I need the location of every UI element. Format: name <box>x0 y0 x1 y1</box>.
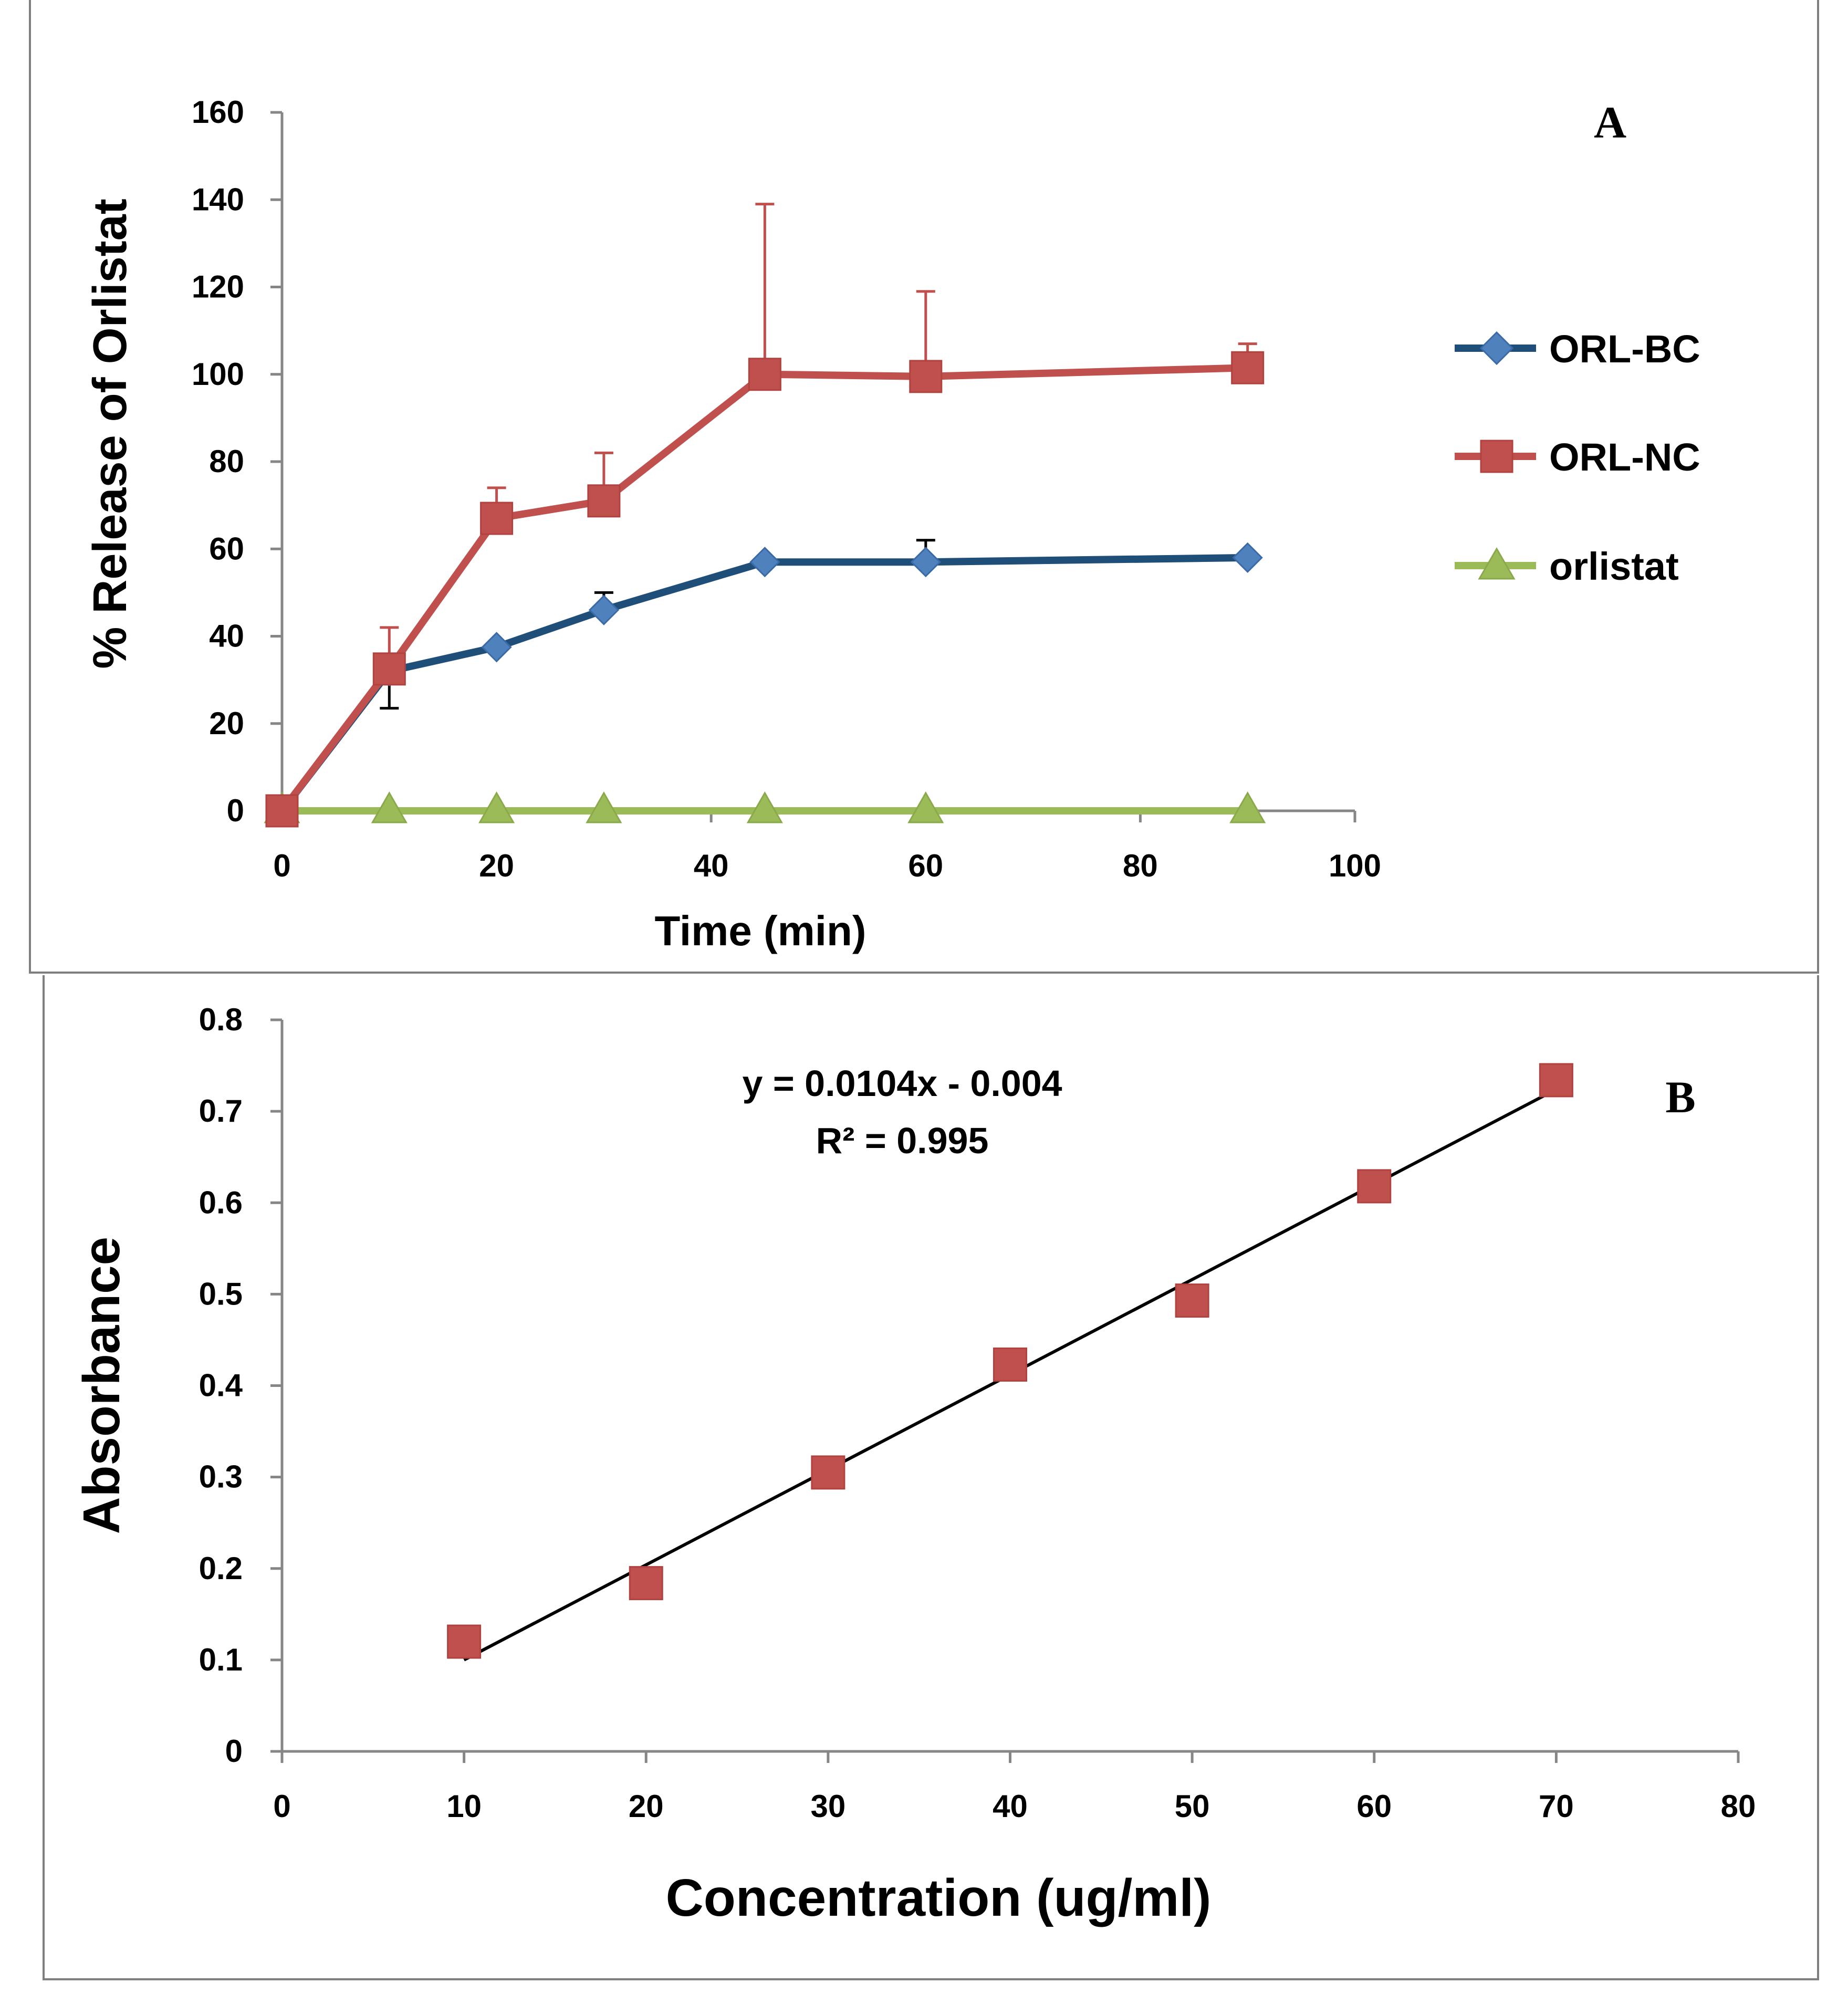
b-x-tick-label: 40 <box>993 1789 1028 1824</box>
marker-orl-bc <box>1232 542 1263 573</box>
b-x-tick-label: 10 <box>446 1789 482 1824</box>
data-point <box>811 1455 845 1490</box>
marker-orlistat <box>478 791 515 823</box>
a-x-tick-label: 100 <box>1329 848 1381 883</box>
panel-a-error-bars <box>380 203 1257 710</box>
a-x-tick-label: 20 <box>479 848 514 883</box>
data-point <box>1175 1283 1209 1318</box>
panel-a-label: A <box>1594 97 1626 148</box>
legend-marker-orl-bc <box>1479 331 1514 366</box>
b-y-tick-label: 0.8 <box>199 1002 243 1037</box>
marker-orlistat <box>1229 791 1266 823</box>
marker-orl-bc <box>588 594 620 625</box>
marker-orl-nc <box>480 502 514 535</box>
b-x-tick-label: 80 <box>1721 1789 1756 1824</box>
panel-a-x-ticks: 0 20 40 60 80 100 <box>273 811 1381 883</box>
b-y-tick-label: 0.4 <box>199 1368 243 1403</box>
b-y-tick-label: 0.5 <box>199 1276 243 1311</box>
marker-orlistat <box>746 791 783 823</box>
marker-orl-nc <box>372 652 406 686</box>
marker-orl-nc <box>1231 351 1265 384</box>
legend-marker-orlistat <box>1478 547 1516 580</box>
b-y-tick-label: 0.6 <box>199 1185 243 1220</box>
marker-orl-nc <box>587 484 621 518</box>
data-point <box>993 1347 1027 1382</box>
data-point <box>629 1566 663 1601</box>
panel-a-x-axis-title: Time (min) <box>654 907 866 954</box>
panel-b-axes: 0 0.1 0.2 0.3 0.4 0.5 0.6 0.7 0.8 0 10 20 30 40 50 60 7… <box>199 1002 1756 1824</box>
a-y-tick-label: 60 <box>209 531 244 566</box>
panel-a-y-ticks: 0 20 40 60 80 100 120 140 160 <box>192 95 282 828</box>
a-y-tick-label: 40 <box>209 619 244 654</box>
panel-a-y-axis-title: % Release of Orlistat <box>84 199 137 669</box>
legend-marker-orl-nc <box>1480 440 1513 473</box>
panel-b-x-ticks: 0 10 20 30 40 50 60 70 80 <box>273 1751 1756 1824</box>
legend-label-orlistat: orlistat <box>1549 545 1679 588</box>
b-x-tick-label: 20 <box>629 1789 664 1824</box>
a-y-tick-label: 80 <box>209 444 244 479</box>
b-x-tick-label: 50 <box>1175 1789 1210 1824</box>
marker-orl-nc <box>748 358 781 391</box>
data-point <box>447 1624 482 1659</box>
marker-orl-bc <box>749 547 780 578</box>
series-line-orl-bc <box>279 554 1248 813</box>
panel-b-frame <box>43 975 1819 1980</box>
b-x-tick-label: 30 <box>811 1789 846 1824</box>
marker-orlistat <box>371 791 408 823</box>
data-point <box>1539 1063 1573 1098</box>
trendline-equation: y = 0.0104x - 0.004 <box>742 1063 1062 1104</box>
b-x-tick-label: 70 <box>1539 1789 1574 1824</box>
marker-orl-bc <box>481 632 512 663</box>
b-y-tick-label: 0.7 <box>199 1093 243 1129</box>
legend: ORL-BC ORL-NC orlistat <box>1455 327 1700 588</box>
panel-a-frame <box>29 0 1819 974</box>
b-y-tick-label: 0.3 <box>199 1459 243 1495</box>
legend-item-orlistat: orlistat <box>1455 545 1679 588</box>
panel-a-axes: 0 20 40 60 80 100 120 140 160 0 20 40 60 80 100 <box>192 95 1381 883</box>
a-y-tick-label: 100 <box>192 357 244 392</box>
a-y-tick-label: 120 <box>192 269 244 305</box>
series-line-orl-nc <box>279 364 1248 813</box>
panel-b-y-ticks: 0 0.1 0.2 0.3 0.4 0.5 0.6 0.7 0.8 <box>199 1002 282 1769</box>
legend-label-orl-nc: ORL-NC <box>1549 435 1700 479</box>
panel-b-label: B <box>1665 1072 1695 1122</box>
marker-orl-nc <box>909 360 943 393</box>
r-squared: R² = 0.995 <box>816 1120 989 1161</box>
panel-a-series <box>264 351 1266 828</box>
panel-b-x-axis-title: Concentration (ug/ml) <box>666 1868 1212 1927</box>
marker-orlistat <box>586 791 622 823</box>
marker-orl-nc <box>265 794 299 828</box>
b-x-tick-label: 0 <box>273 1789 290 1824</box>
marker-orlistat <box>907 791 944 823</box>
legend-item-orl-nc: ORL-NC <box>1455 435 1700 479</box>
a-y-tick-label: 160 <box>192 95 244 130</box>
legend-item-orl-bc: ORL-BC <box>1455 327 1700 371</box>
a-y-tick-label: 0 <box>227 793 244 828</box>
a-x-tick-label: 40 <box>694 848 729 883</box>
a-x-tick-label: 80 <box>1123 848 1158 883</box>
a-y-tick-label: 140 <box>192 182 244 217</box>
a-x-tick-label: 0 <box>273 848 290 883</box>
b-y-tick-label: 0 <box>225 1734 243 1769</box>
panel-b-y-axis-title: Absorbance <box>72 1237 130 1534</box>
marker-orl-bc <box>910 547 941 578</box>
data-point <box>1357 1169 1392 1204</box>
legend-label-orl-bc: ORL-BC <box>1549 327 1700 371</box>
panel-b-points <box>447 1063 1573 1659</box>
panel-a: 0 20 40 60 80 100 120 140 160 0 20 40 60 80 100 Time … <box>29 0 1819 974</box>
a-y-tick-label: 20 <box>209 706 244 741</box>
b-y-tick-label: 0.1 <box>199 1642 243 1677</box>
b-x-tick-label: 60 <box>1356 1789 1392 1824</box>
b-y-tick-label: 0.2 <box>199 1551 243 1586</box>
a-x-tick-label: 60 <box>908 848 943 883</box>
panel-b: 0 0.1 0.2 0.3 0.4 0.5 0.6 0.7 0.8 0 10 20 30 40 50 60 7… <box>43 975 1819 1980</box>
